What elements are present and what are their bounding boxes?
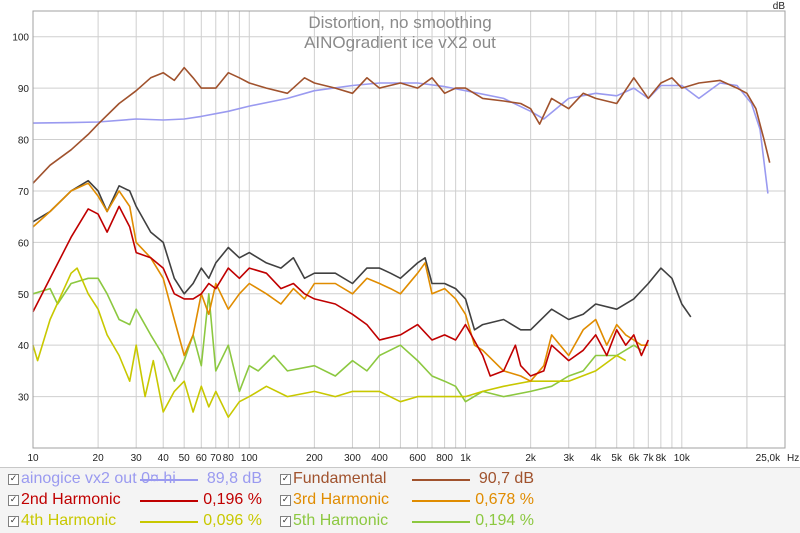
legend-checkbox[interactable]: ✓ [8,495,19,506]
legend-checkbox[interactable]: ✓ [8,474,19,485]
legend-value: 0,196 % [203,491,262,508]
x-tick-label: 30 [131,453,143,464]
legend-label: 5th Harmonic [293,512,389,529]
series-line [32,277,642,403]
y-tick-label: 100 [12,33,29,44]
x-tick-label: 80 [223,453,235,464]
legend-swatch [412,479,470,481]
x-tick-label: 70 [210,453,222,464]
x-tick-labels: 10 20 30 40 50 60 70 80 100 200 300 400 600 800 1k 2k 3k… [27,453,781,464]
legend-label: 3rd Harmonic [293,491,390,508]
series-line [32,66,771,184]
legend-item: ✓ 5th Harmonic 0,194 % [276,512,546,532]
legend-value: 0,194 % [475,512,534,529]
y-tick-label: 70 [18,187,30,198]
chart-title: Distortion, no smoothing [308,13,491,32]
series-line [32,82,769,194]
y-tick-label: 90 [18,84,30,95]
x-tick-label: 2k [525,453,537,464]
legend-item: ✓ 2nd Harmonic 0,196 % [4,491,274,511]
plot-frame [32,10,786,449]
x-tick-label: 6k [629,453,641,464]
x-tick-label: 400 [371,453,388,464]
x-tick-label: 4k [590,453,602,464]
chart-series [32,66,771,418]
y-tick-label: 60 [18,238,30,249]
legend-item: ✓ ainogice vx2 out 0¤ hi 89,8 dB [4,470,274,490]
y-tick-labels: 30 40 50 60 70 80 90 100 [12,33,29,404]
y-axis-label: dB [773,1,786,12]
series-line [32,267,627,418]
legend-value: 0,678 % [475,491,534,508]
chart-grid [33,11,785,448]
legend-item: ✓ Fundamental 90,7 dB [276,470,546,490]
legend-swatch [412,500,470,502]
x-tick-label: 200 [306,453,323,464]
legend-panel: ✓ ainogice vx2 out 0¤ hi 89,8 dB ✓ Fundament… [0,467,800,533]
series-line [32,182,649,382]
legend-swatch [140,479,198,481]
y-tick-label: 50 [18,290,30,301]
x-tick-label: 800 [436,453,453,464]
x-tick-label: 40 [158,453,170,464]
legend-value: 0,096 % [203,512,262,529]
chart-subtitle: AINOgradient ice vX2 out [304,33,496,52]
x-tick-label: 10k [674,453,691,464]
x-tick-label: 7k [643,453,655,464]
legend-swatch [412,521,470,523]
legend-value: 90,7 dB [478,470,534,487]
y-tick-label: 30 [18,393,30,404]
series-line [32,179,692,331]
legend-label: 2nd Harmonic [21,491,121,508]
legend-label: Fundamental [293,470,387,487]
series-line [32,205,650,377]
x-tick-label: 60 [196,453,208,464]
x-tick-label: 600 [409,453,426,464]
legend-checkbox[interactable]: ✓ [280,495,291,506]
legend-swatch [140,521,198,523]
legend-checkbox[interactable]: ✓ [280,474,291,485]
y-tick-label: 40 [18,341,30,352]
x-tick-label: 25,0k [756,453,781,464]
x-tick-label: 50 [179,453,191,464]
x-tick-label: 8k [656,453,668,464]
x-tick-label: 300 [344,453,361,464]
x-tick-label: 3k [563,453,575,464]
legend-value: 89,8 dB [206,470,262,487]
legend-checkbox[interactable]: ✓ [8,516,19,527]
x-tick-label: 20 [93,453,105,464]
legend-label: ainogice vx2 out 0¤ hi [21,470,176,487]
x-tick-label: 10 [27,453,39,464]
x-tick-label: 5k [611,453,623,464]
distortion-chart: 10 20 30 40 50 60 70 80 100 200 300 400 600 800 1k 2k 3k… [12,1,799,464]
x-tick-label: 100 [241,453,258,464]
legend-label: 4th Harmonic [21,512,117,529]
legend-item: ✓ 4th Harmonic 0,096 % [4,512,274,532]
legend-checkbox[interactable]: ✓ [280,516,291,527]
x-tick-label: 1k [460,453,472,464]
y-tick-label: 80 [18,136,30,147]
legend-item: ✓ 3rd Harmonic 0,678 % [276,491,546,511]
x-axis-label: Hz [787,453,799,464]
legend-swatch [140,500,198,502]
